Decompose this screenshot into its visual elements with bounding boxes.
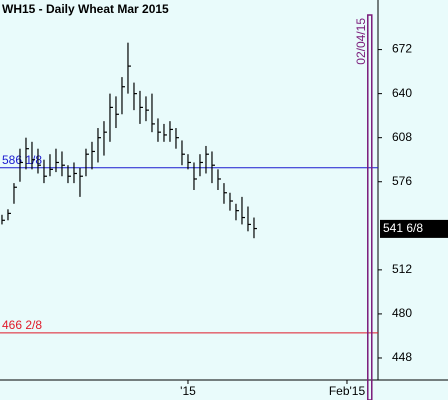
last-price-label: 541 6/8 (383, 221, 423, 235)
last-price-box (380, 219, 448, 238)
y-tick-label: 480 (392, 306, 412, 320)
y-tick-label: 608 (392, 130, 412, 144)
x-tick-label: '15 (180, 384, 196, 398)
y-tick-label: 448 (392, 350, 412, 364)
y-tick-label: 672 (392, 42, 412, 56)
date-marker (367, 14, 373, 400)
chart-title: WH15 - Daily Wheat Mar 2015 (2, 2, 169, 16)
y-tick-label: 512 (392, 262, 412, 276)
y-tick-label: 576 (392, 174, 412, 188)
reference-label: 586 1/8 (2, 153, 42, 167)
x-tick-label: Feb'15 (329, 384, 366, 398)
date-marker-label: 02/04/15 (354, 18, 368, 65)
reference-label: 466 2/8 (2, 318, 42, 332)
y-tick-label: 640 (392, 86, 412, 100)
